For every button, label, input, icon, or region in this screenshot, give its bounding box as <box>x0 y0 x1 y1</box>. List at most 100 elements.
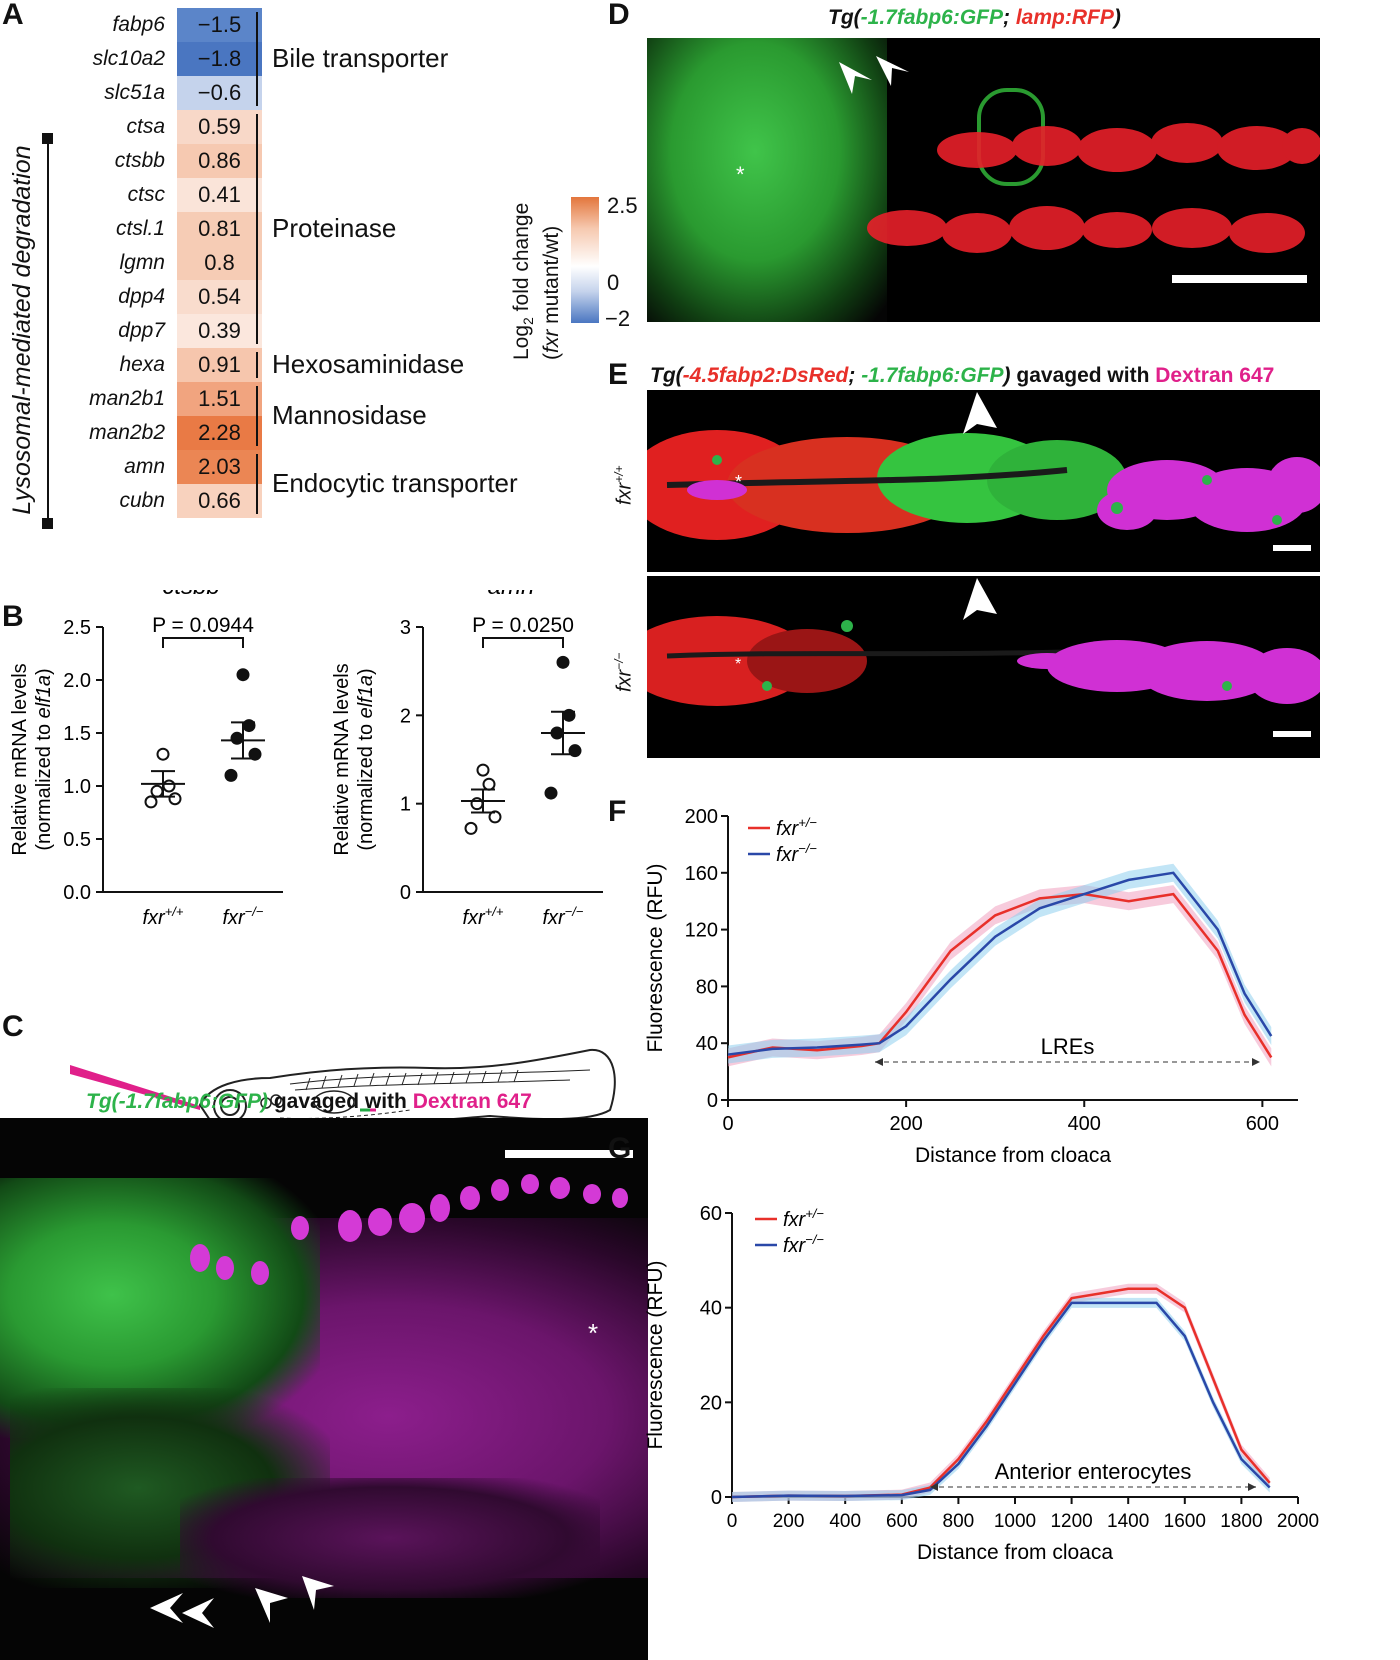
arrowhead-e1 <box>963 392 997 434</box>
heatmap-cell: 0.91 <box>177 348 262 382</box>
heatmap-cell: 0.54 <box>177 280 262 314</box>
heatmap-gene-label: man2b1 <box>89 387 165 410</box>
group-label: Hexosaminidase <box>272 349 465 379</box>
annotation-arrowhead <box>1252 1058 1260 1066</box>
arrowhead-d2 <box>876 56 909 86</box>
heatmap-cell: 2.03 <box>177 450 262 484</box>
heatmap-gene-label: slc51a <box>104 81 165 104</box>
colorbar-max: 2.5 <box>607 193 638 218</box>
heatmap-cell: 0.66 <box>177 484 262 518</box>
y-axis-label: Relative mRNA levels <box>9 663 31 855</box>
panel-e-row1-label: fxr+/+ <box>612 465 636 505</box>
x-tick-label: 600 <box>886 1511 918 1532</box>
y-tick-label: 0 <box>711 1487 722 1509</box>
x-tick-label: 400 <box>1068 1113 1101 1135</box>
panel-e-micrograph-bottom: * <box>647 576 1320 758</box>
heatmap-cell: 0.8 <box>177 246 262 280</box>
data-point <box>470 797 484 811</box>
gavage-needle <box>70 1065 200 1110</box>
data-point <box>556 655 570 669</box>
legend-label: fxr−/− <box>776 841 817 866</box>
x-category-label: fxr+/+ <box>462 904 503 929</box>
panel-d-micrograph: * <box>647 38 1320 322</box>
group-label: Mannosidase <box>272 400 427 430</box>
arrowhead-3 <box>255 1588 288 1623</box>
y-tick-label: 40 <box>700 1298 722 1320</box>
y-tick-label: 200 <box>685 806 718 828</box>
heatmap-gene-label: dpp7 <box>118 319 165 342</box>
y-tick-label: 1.5 <box>63 723 91 745</box>
lumen-asterisk-e1: * <box>735 472 743 492</box>
y-axis-label-2: (normalized to elf1a) <box>355 668 377 850</box>
y-axis-label-2: (normalized to elf1a) <box>33 668 55 850</box>
x-axis-label: Distance from cloaca <box>915 1144 1111 1167</box>
x-tick-label: 2000 <box>1277 1511 1319 1532</box>
heatmap-gene-label: ctsa <box>126 115 165 138</box>
panel-b-charts: 0.0 0.5 1.0 1.5 2.0 2.5 ctsbb P = 0.0944 fxr+/+ f… <box>9 590 603 929</box>
annotation-arrowhead <box>1248 1483 1256 1491</box>
heatmap-cell: −0.6 <box>177 76 262 110</box>
p-value: P = 0.0944 <box>152 614 254 637</box>
colorbar-min: −2 <box>605 306 631 331</box>
data-point <box>482 777 496 791</box>
heatmap-gene-label: ctsc <box>127 183 165 206</box>
swim-bladder <box>313 1090 355 1114</box>
lumen-asterisk-d: * <box>736 162 745 187</box>
arrowhead-d1 <box>839 62 872 94</box>
data-point <box>544 786 558 800</box>
y-tick-label: 160 <box>685 863 718 885</box>
data-point <box>162 779 176 793</box>
group-bracket <box>256 454 258 514</box>
lumen-asterisk: * <box>588 1318 599 1348</box>
panel-a-label: A <box>2 0 24 31</box>
side-bracket-line <box>47 138 49 524</box>
annotation-arrowhead <box>875 1058 883 1066</box>
chart-title: amn <box>488 590 535 600</box>
heatmap-gene-label: lgmn <box>119 251 165 274</box>
legend-label: fxr−/− <box>783 1232 824 1257</box>
y-axis-label: Fluorescence (RFU) <box>644 1260 667 1449</box>
panel-e-label: E <box>608 358 629 391</box>
p-bracket <box>482 637 564 648</box>
data-point <box>476 763 490 777</box>
heatmap-gene-label: slc10a2 <box>92 47 165 70</box>
series-line <box>727 892 1273 1059</box>
panel-b-label: B <box>2 600 24 633</box>
heatmap-cell: 1.51 <box>177 382 262 416</box>
y-tick-label: 0 <box>707 1090 718 1112</box>
group-label: Proteinase <box>272 213 397 243</box>
heatmap-gene-label: amn <box>124 455 165 478</box>
x-tick-label: 0 <box>727 1511 738 1532</box>
colorbar <box>571 197 599 323</box>
data-point <box>230 731 244 745</box>
heatmap-cell: 2.28 <box>177 416 262 450</box>
heatmap-cell: −1.5 <box>177 8 262 42</box>
heatmap-gene-label: man2b2 <box>89 421 165 444</box>
y-tick-label: 60 <box>700 1203 722 1225</box>
x-tick-label: 1600 <box>1164 1511 1206 1532</box>
scale-bar <box>505 1150 633 1158</box>
y-axis-label: Relative mRNA levels <box>331 663 353 855</box>
scale-bar-d <box>1172 275 1307 283</box>
colorbar-title: Log2 fold change (fxr mutant/wt) <box>510 202 564 360</box>
scale-bar-e1 <box>1273 545 1311 551</box>
series-line <box>727 871 1273 1056</box>
heatmap-cell: −1.8 <box>177 42 262 76</box>
y-tick-label: 1.0 <box>63 776 91 798</box>
group-bracket <box>256 386 258 446</box>
data-point <box>156 747 170 761</box>
p-value: P = 0.0250 <box>472 614 574 637</box>
group-bracket <box>256 352 258 378</box>
series-line <box>731 1301 1271 1499</box>
data-point <box>168 792 182 806</box>
x-category-label: fxr−/− <box>542 904 583 929</box>
x-tick-label: 600 <box>1246 1113 1279 1135</box>
data-point <box>236 668 250 682</box>
x-tick-label: 1800 <box>1220 1511 1262 1532</box>
y-tick-label: 1 <box>400 794 411 816</box>
group-label: Bile transporter <box>272 43 449 73</box>
heatmap-cell: 0.39 <box>177 314 262 348</box>
y-tick-label: 20 <box>700 1392 722 1414</box>
legend-label: fxr+/− <box>783 1206 824 1231</box>
